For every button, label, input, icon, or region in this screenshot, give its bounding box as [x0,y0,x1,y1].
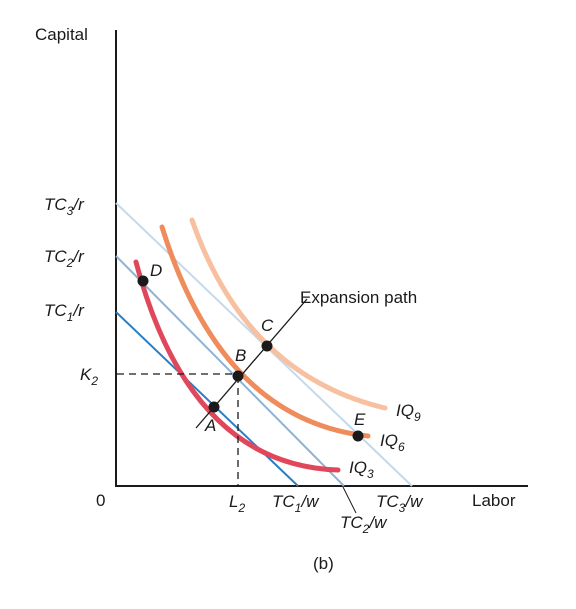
point-e-marker [352,430,364,442]
y-axis-title: Capital [35,25,88,44]
point-a-marker [208,401,220,413]
expansion-path-label: Expansion path [300,288,417,307]
point-a-label: A [204,416,216,435]
y-label-k2: K2 [80,365,98,388]
isoquant-iq3 [133,259,341,473]
curve-label-iq3: IQ3 [349,458,374,481]
point-b-label: B [235,346,246,365]
isoquant-iq6 [159,224,371,439]
figure-caption: (b) [313,554,334,573]
x-axis-title: Labor [472,491,516,510]
point-d-marker [137,275,149,287]
curve-label-iq9: IQ9 [396,401,421,424]
y-label-tc2-r: TC2/r [44,247,85,270]
y-label-tc1-r: TC1/r [44,301,85,324]
point-e-label: E [354,410,366,429]
point-d-label: D [150,261,162,280]
isocost-line-tc2 [115,255,345,487]
y-label-tc3-r: TC3/r [44,195,85,218]
x-label-tc1-w: TC1/w [272,492,320,515]
point-c-label: C [261,316,274,335]
x-label-l2: L2 [229,492,245,515]
isoquant-iq9 [189,217,388,411]
x-label-tc3-w: TC3/w [376,492,424,515]
origin-label: 0 [96,491,105,510]
point-b-marker [232,370,244,382]
point-c-marker [261,340,273,352]
curve-label-iq6: IQ6 [380,431,405,454]
isocost-line-tc1 [115,311,299,487]
x-label-tc2-w: TC2/w [340,513,388,536]
tc2-w-pointer [342,486,357,514]
